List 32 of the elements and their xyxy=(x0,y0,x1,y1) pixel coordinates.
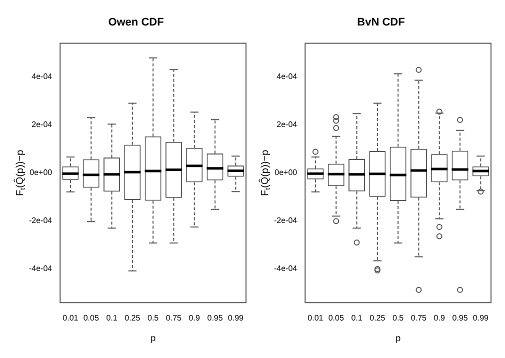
x-tick-label: 0.99 xyxy=(228,314,244,323)
x-tick-label: 0.95 xyxy=(452,314,468,323)
x-tick-label: 0.9 xyxy=(434,314,446,323)
chart-title: BvN CDF xyxy=(357,16,406,29)
x-tick-label: 0.99 xyxy=(472,314,490,323)
y-tick-label: 0e+00 xyxy=(30,168,53,178)
x-tick-label: 0.1 xyxy=(351,314,363,323)
x-tick-label: 0.01 xyxy=(62,314,79,323)
y-tick-label: 2e-04 xyxy=(32,120,53,130)
x-axis-title: p xyxy=(150,333,156,344)
x-tick-label: 0.05 xyxy=(83,314,100,323)
chart-title: Owen CDF xyxy=(108,16,164,29)
y-tick-label: 4e-04 xyxy=(276,72,298,82)
y-tick-label: -4e-04 xyxy=(274,264,298,274)
x-axis-title: p xyxy=(396,333,401,344)
y-tick-label: -2e-04 xyxy=(274,216,298,226)
y-tick-label: 4e-04 xyxy=(32,72,53,82)
x-tick-label: 0.05 xyxy=(328,314,344,323)
y-tick-label: -2e-04 xyxy=(29,216,53,226)
x-tick-label: 0.95 xyxy=(207,314,224,323)
y-tick-label: 2e-04 xyxy=(276,120,298,130)
x-tick-label: 0.75 xyxy=(166,314,182,323)
y-tick-label: -4e-04 xyxy=(29,264,53,274)
x-tick-label: 0.5 xyxy=(148,314,160,323)
x-tick-label: 0.75 xyxy=(410,314,428,323)
x-tick-label: 0.5 xyxy=(392,314,404,323)
x-tick-label: 0.01 xyxy=(308,314,324,323)
x-tick-label: 0.25 xyxy=(370,314,386,323)
x-tick-label: 0.25 xyxy=(124,314,141,323)
x-tick-label: 0.9 xyxy=(188,314,200,323)
x-tick-label: 0.1 xyxy=(106,314,118,323)
y-tick-label: 0e+00 xyxy=(274,168,298,178)
